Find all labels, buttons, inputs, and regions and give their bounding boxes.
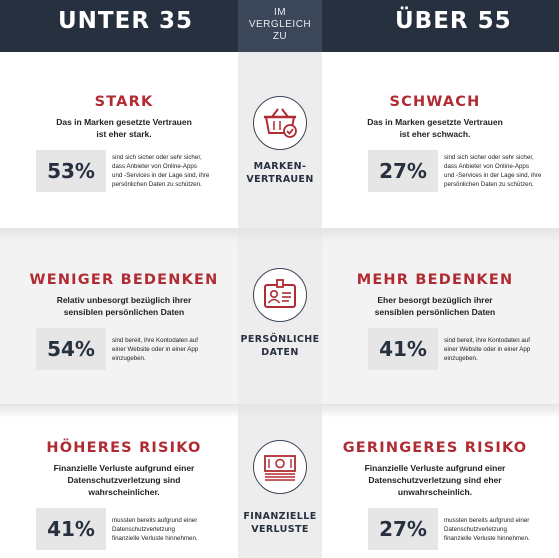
row2-right-heading: MEHR BEDENKEN [356,272,514,288]
subtitle-line: sensiblen persönlichen Daten [374,307,496,317]
row1-left-percent: 53% [36,150,106,192]
description-line: und -Services in der Lage sind, ihre [112,172,210,179]
description-line: persönlichen Daten zu schützen. [444,181,534,188]
icon-label-line: VERLUSTE [251,524,309,535]
subtitle-line: Datenschutzverletzung sind eher [368,475,502,485]
description-line: sind bereit, ihre Kontodaten auf [112,336,198,344]
row3-right-subtitle: Finanzielle Verluste aufgrund einer Date… [325,462,545,498]
subtitle-line: Finanzielle Verluste aufgrund einer [364,463,506,473]
subtitle-line: Das in Marken gesetzte Vertrauen [367,117,503,127]
row1-left-subtitle: Das in Marken gesetzte Vertrauen ist ehe… [14,116,234,140]
comparison-label: IM VERGLEICH ZU [238,0,322,52]
icon-label-line: DATEN [261,347,299,358]
row1-left-heading: STARK [94,94,154,110]
description-line: persönlichen Daten zu schützen. [112,181,202,188]
description-line: sind bereit, ihre Kontodaten auf [444,336,530,344]
description-line: sind sich sicher oder sehr sicher, [444,154,534,161]
money-stack-icon [253,440,307,494]
row3-right-stat: 27% mussten bereits aufgrund einer Daten… [368,508,559,550]
row3-icon-label: FINANZIELLE VERLUSTE [238,510,322,536]
row2-icon-label: PERSÖNLICHE DATEN [238,333,322,359]
subtitle-line: Das in Marken gesetzte Vertrauen [56,117,192,127]
row3-left-description: mussten bereits aufgrund einer Datenschu… [112,516,230,543]
subtitle-line: wahrscheinlicher. [88,487,160,497]
row3-right-description: mussten bereits aufgrund einer Datenschu… [444,516,559,543]
description-line: und -Services in der Lage sind, ihre [444,172,542,179]
row2-left-percent: 54% [36,328,106,370]
description-line: einzugeben. [444,354,478,362]
row1-icon-label: MARKEN- VERTRAUEN [238,160,322,186]
row2-right-stat: 41% sind bereit, ihre Kontodaten auf ein… [368,328,559,370]
row2-left-panel: WENIGER BEDENKEN Relativ unbesorgt bezüg… [14,272,234,318]
row1-left-panel: STARK Das in Marken gesetzte Vertrauen i… [14,94,234,140]
subtitle-line: Eher besorgt bezüglich ihrer [377,295,493,305]
subtitle-line: Finanzielle Verluste aufgrund einer [53,463,195,473]
right-column-title: ÜBER 55 [395,8,512,34]
row2-left-heading: WENIGER BEDENKEN [29,272,219,288]
row3-left-panel: HÖHERES RISIKO Finanzielle Verluste aufg… [14,440,234,498]
description-line: mussten bereits aufgrund einer [112,516,198,524]
row2-right-panel: MEHR BEDENKEN Eher besorgt bezüglich ihr… [325,272,545,318]
row2-left-subtitle: Relativ unbesorgt bezüglich ihrer sensib… [14,294,234,318]
row2-right-percent: 41% [368,328,438,370]
row3-left-percent: 41% [36,508,106,550]
icon-label-line: FINANZIELLE [243,511,317,522]
comparison-line: IM [273,7,287,18]
header-bar: UNTER 35 IM VERGLEICH ZU ÜBER 55 [0,0,559,52]
row3-right-heading: GERINGERES RISIKO [342,440,528,456]
row3-left-stat: 41% mussten bereits aufgrund einer Daten… [36,508,230,550]
icon-label-line: PERSÖNLICHE [240,334,320,345]
row3-left-subtitle: Finanzielle Verluste aufgrund einer Date… [14,462,234,498]
subtitle-line: ist eher schwach. [399,129,471,139]
row3-right-panel: GERINGERES RISIKO Finanzielle Verluste a… [325,440,545,498]
description-line: einer Website oder in einer App [112,345,199,353]
row3-right-percent: 27% [368,508,438,550]
description-line: mussten bereits aufgrund einer [444,516,530,524]
description-line: einzugeben. [112,354,146,362]
row1-right-subtitle: Das in Marken gesetzte Vertrauen ist ehe… [325,116,545,140]
subtitle-line: Datenschutzverletzung sind [67,475,181,485]
row1-right-panel: SCHWACH Das in Marken gesetzte Vertrauen… [325,94,545,140]
description-line: dass Anbieter von Online-Apps [444,163,529,170]
basket-check-icon [253,96,307,150]
description-line: Datenschutzverletzung [444,525,507,533]
subtitle-line: unwahrscheinlich. [397,487,473,497]
comparison-line: VERGLEICH [248,19,312,30]
left-column-title: UNTER 35 [58,8,194,34]
row-divider-shadow [0,404,559,418]
subtitle-line: sensiblen persönlichen Daten [63,307,185,317]
row2-right-description: sind bereit, ihre Kontodaten auf einer W… [444,336,559,363]
row2-left-stat: 54% sind bereit, ihre Kontodaten auf ein… [36,328,230,370]
description-line: sind sich sicher oder sehr sicher, [112,154,202,161]
row1-left-description: sind sich sicher oder sehr sicher, dass … [112,153,230,189]
description-line: finanzielle Verluste hinnehmen. [112,534,198,542]
subtitle-line: ist eher stark. [96,129,152,139]
description-line: finanzielle Verluste hinnehmen. [444,534,530,542]
row1-right-percent: 27% [368,150,438,192]
icon-label-line: MARKEN- [253,161,307,172]
description-line: einer Website oder in einer App [444,345,531,353]
row2-right-subtitle: Eher besorgt bezüglich ihrer sensiblen p… [325,294,545,318]
row1-right-description: sind sich sicher oder sehr sicher, dass … [444,153,559,189]
description-line: Datenschutzverletzung [112,525,175,533]
row1-right-stat: 27% sind sich sicher oder sehr sicher, d… [368,150,559,192]
id-card-icon [253,268,307,322]
row2-left-description: sind bereit, ihre Kontodaten auf einer W… [112,336,230,363]
row-divider-shadow [0,228,559,242]
row3-left-heading: HÖHERES RISIKO [46,440,202,456]
row1-left-stat: 53% sind sich sicher oder sehr sicher, d… [36,150,230,192]
subtitle-line: Relativ unbesorgt bezüglich ihrer [56,295,192,305]
comparison-line: ZU [272,31,288,42]
description-line: dass Anbieter von Online-Apps [112,163,197,170]
icon-label-line: VERTRAUEN [246,174,314,185]
row1-right-heading: SCHWACH [389,94,481,110]
